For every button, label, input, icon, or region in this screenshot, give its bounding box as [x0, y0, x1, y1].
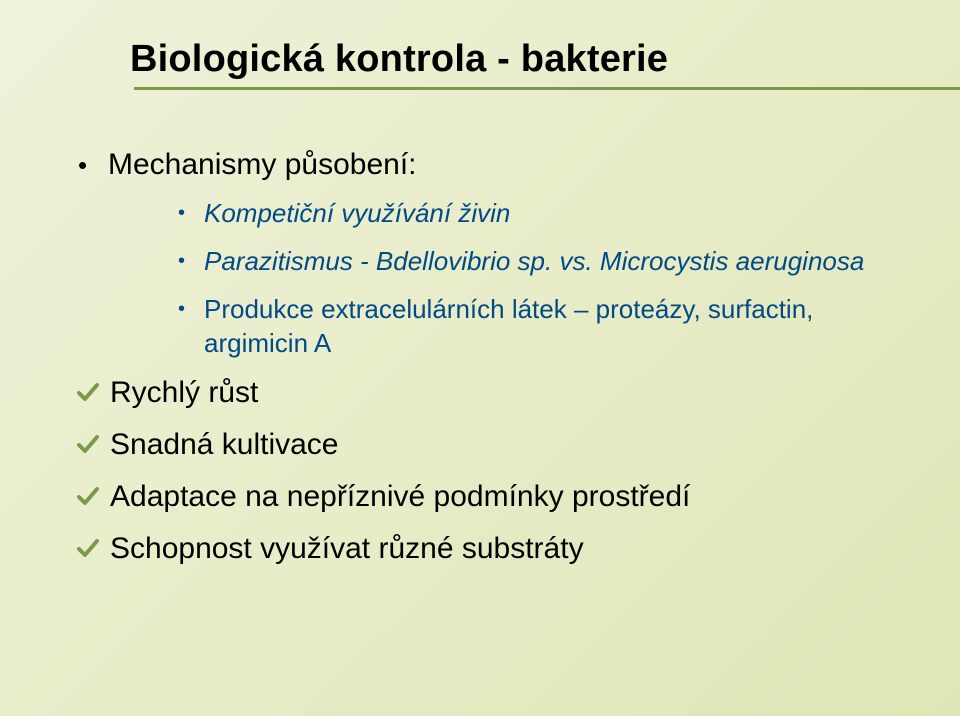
- check-adaptation: Adaptace na nepříznivé podmínky prostřed…: [76, 478, 912, 516]
- bullet-dot-icon: •: [68, 146, 108, 184]
- check-growth: Rychlý růst: [76, 374, 912, 412]
- parasitism-mid: sp. vs.: [510, 246, 600, 276]
- slide: Biologická kontrola - bakterie • Mechani…: [0, 0, 960, 716]
- sub-bullet-parasitism-text: Parazitismus - Bdellovibrio sp. vs. Micr…: [204, 244, 864, 278]
- title-block: Biologická kontrola - bakterie: [48, 38, 912, 90]
- sub-bullet-competition: • Kompetiční využívání živin: [174, 196, 912, 230]
- sub-bullet-group: • Kompetiční využívání živin • Parazitis…: [174, 196, 912, 360]
- check-substrates: Schopnost využívat různé substráty: [76, 530, 912, 568]
- check-icon: [76, 426, 110, 461]
- sub-bullet-parasitism: • Parazitismus - Bdellovibrio sp. vs. Mi…: [174, 244, 912, 278]
- check-cultivation: Snadná kultivace: [76, 426, 912, 464]
- species-microcystis: Microcystis aeruginosa: [600, 246, 864, 276]
- parasitism-prefix: Parazitismus -: [204, 246, 376, 276]
- check-icon: [76, 478, 110, 513]
- content-area: • Mechanismy působení: • Kompetiční využ…: [48, 146, 912, 568]
- sub-bullet-competition-text: Kompetiční využívání živin: [204, 196, 510, 230]
- sub-bullet-production: • Produkce extracelulárních látek – prot…: [174, 292, 912, 360]
- production-line1: Produkce extracelulárních látek – proteá…: [204, 294, 813, 324]
- check-icon: [76, 530, 110, 565]
- bullet-dot-icon: •: [174, 244, 204, 278]
- bullet-dot-icon: •: [174, 292, 204, 326]
- check-growth-text: Rychlý růst: [110, 374, 258, 412]
- bullet-mechanisms: • Mechanismy působení:: [68, 146, 912, 184]
- bullet-dot-icon: •: [174, 196, 204, 230]
- production-line2: argimicin A: [204, 326, 813, 360]
- check-list: Rychlý růst Snadná kultivace Adaptace na…: [76, 374, 912, 568]
- bullet-mechanisms-text: Mechanismy působení:: [108, 146, 417, 184]
- check-substrates-text: Schopnost využívat různé substráty: [110, 530, 584, 568]
- page-title: Biologická kontrola - bakterie: [130, 38, 912, 81]
- check-icon: [76, 374, 110, 409]
- check-adaptation-text: Adaptace na nepříznivé podmínky prostřed…: [110, 478, 690, 516]
- title-underline: [134, 87, 960, 90]
- check-cultivation-text: Snadná kultivace: [110, 426, 339, 464]
- species-bdellovibrio: Bdellovibrio: [376, 246, 510, 276]
- sub-bullet-production-text: Produkce extracelulárních látek – proteá…: [204, 292, 813, 360]
